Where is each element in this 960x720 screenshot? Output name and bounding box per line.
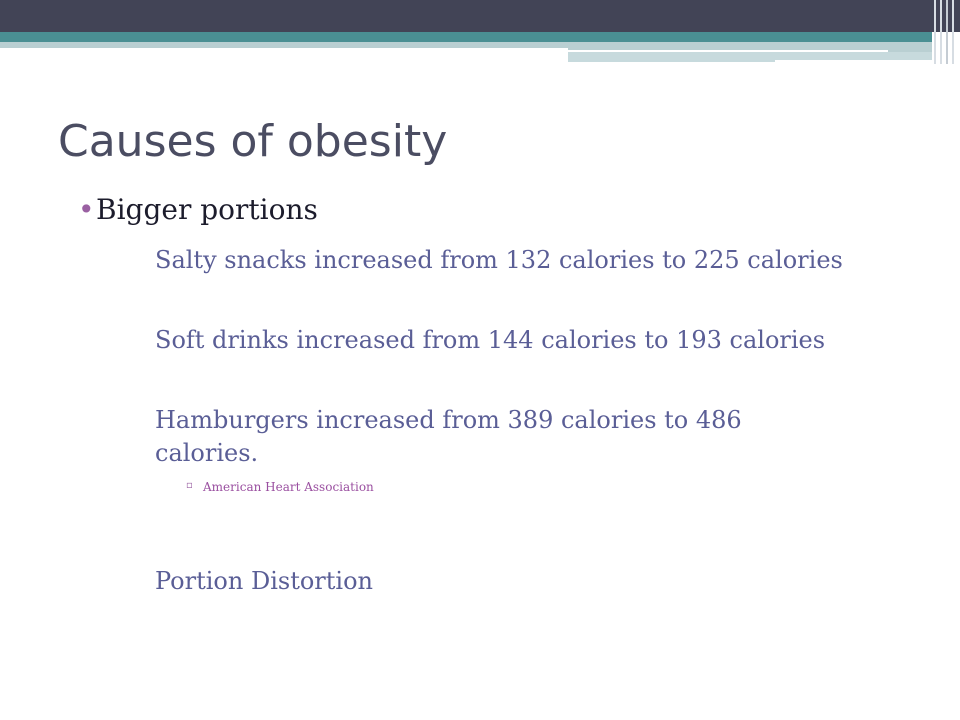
slide-title: Causes of obesity xyxy=(58,116,448,167)
header-band-light-lower xyxy=(568,52,932,62)
header-band-divider-lower xyxy=(775,60,932,62)
header-edge-line xyxy=(934,0,936,64)
header-band-dark xyxy=(0,0,960,32)
source-text: American Heart Association xyxy=(203,480,374,494)
header-edge-line xyxy=(952,0,954,64)
header-band-light xyxy=(0,42,568,48)
main-bullet-text: Bigger portions xyxy=(96,193,318,226)
header-band-divider xyxy=(568,50,888,52)
header-band-teal xyxy=(0,32,932,42)
sub-item-text: Hamburgers increased from 389 calories t… xyxy=(155,406,742,467)
bullet-dot-icon: • xyxy=(78,193,95,226)
sub-item-text: Portion Distortion xyxy=(155,567,373,595)
header-edge-line xyxy=(946,0,948,64)
header-edge-line xyxy=(940,0,942,64)
header-band-light-right xyxy=(568,42,932,52)
sub-item-text: Soft drinks increased from 144 calories … xyxy=(155,326,826,354)
bullet-square-icon: ▫ xyxy=(186,480,193,491)
sub-item-text: Salty snacks increased from 132 calories… xyxy=(155,246,843,274)
